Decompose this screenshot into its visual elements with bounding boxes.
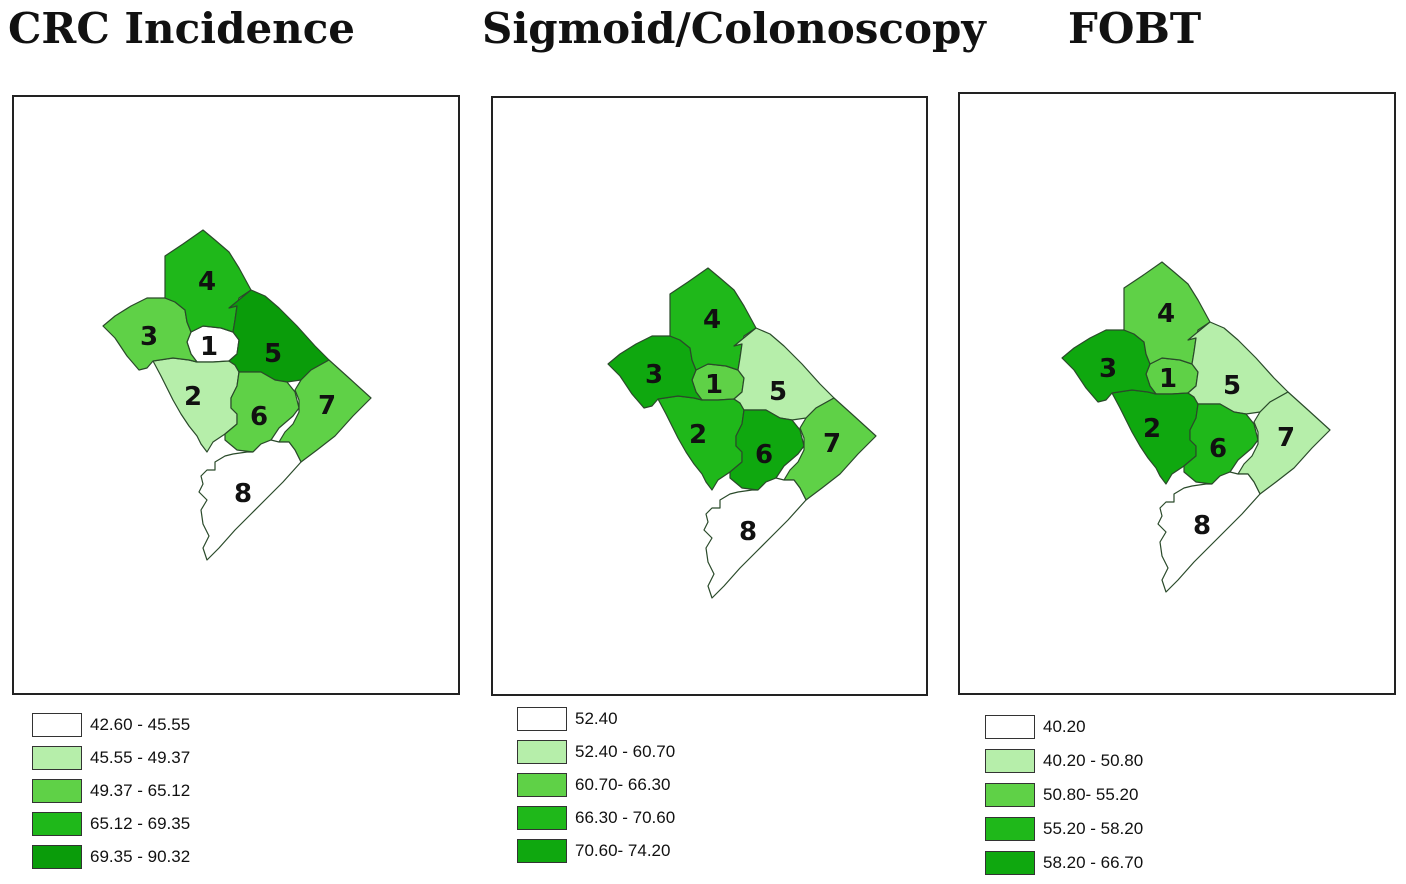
legend-label: 66.30 - 70.60 <box>575 808 676 827</box>
ward-7-label: 7 <box>318 391 336 421</box>
ward-1-label: 1 <box>1159 364 1177 394</box>
ward-2-label: 2 <box>689 420 707 450</box>
legend-swatch <box>517 773 567 797</box>
ward-6-label: 6 <box>250 402 268 432</box>
ward-3-label: 3 <box>645 360 663 390</box>
legend-swatch <box>985 851 1035 875</box>
ward-4-label: 4 <box>703 305 721 335</box>
panel-title-crc-incidence: CRC Incidence <box>8 4 356 53</box>
legend-label: 40.20 <box>1043 717 1086 736</box>
map-frame-crc-incidence <box>12 95 460 695</box>
legend-swatch <box>517 806 567 830</box>
legend-label: 55.20 - 58.20 <box>1043 819 1144 838</box>
legend-label: 70.60- 74.20 <box>575 841 671 860</box>
ward-5-label: 5 <box>769 377 787 407</box>
ward-7-label: 7 <box>1277 423 1295 453</box>
ward-1-label: 1 <box>705 370 723 400</box>
legend-swatch <box>517 707 567 731</box>
legend-label: 40.20 - 50.80 <box>1043 751 1144 770</box>
legend-label: 69.35 - 90.32 <box>90 847 191 866</box>
ward-4-label: 4 <box>198 267 216 297</box>
legend-swatch <box>32 812 82 836</box>
legend-label: 65.12 - 69.35 <box>90 814 191 833</box>
legend-label: 60.70- 66.30 <box>575 775 671 794</box>
ward-8-region <box>198 439 302 561</box>
legend-swatch <box>32 713 82 737</box>
legend-label: 45.55 - 49.37 <box>90 748 191 767</box>
legend-swatch <box>985 749 1035 773</box>
ward-3-label: 3 <box>140 322 158 352</box>
legend-swatch <box>32 746 82 770</box>
legend-swatch <box>985 817 1035 841</box>
legend-swatch <box>517 839 567 863</box>
legend-label: 52.40 <box>575 709 618 728</box>
ward-5-label: 5 <box>264 339 282 369</box>
legend-label: 58.20 - 66.70 <box>1043 853 1144 872</box>
ward-3-label: 3 <box>1099 354 1117 384</box>
ward-6-label: 6 <box>755 440 773 470</box>
ward-4-label: 4 <box>1157 299 1175 329</box>
ward-8-label: 8 <box>234 479 252 509</box>
panel-title-fobt: FOBT <box>1068 4 1202 53</box>
legend-swatch <box>985 783 1035 807</box>
legend-label: 49.37 - 65.12 <box>90 781 191 800</box>
ward-8-label: 8 <box>739 517 757 547</box>
ward-1-label: 1 <box>200 332 218 362</box>
legend-swatch <box>517 740 567 764</box>
ward-6-label: 6 <box>1209 434 1227 464</box>
legend-swatch <box>985 715 1035 739</box>
legend-swatch <box>32 845 82 869</box>
ward-7-label: 7 <box>823 429 841 459</box>
ward-8-region <box>703 477 807 599</box>
ward-8-region <box>1157 471 1261 593</box>
legend-swatch <box>32 779 82 803</box>
ward-2-label: 2 <box>184 382 202 412</box>
ward-5-label: 5 <box>1223 371 1241 401</box>
legend-label: 52.40 - 60.70 <box>575 742 676 761</box>
legend-label: 50.80- 55.20 <box>1043 785 1139 804</box>
legend-label: 42.60 - 45.55 <box>90 715 191 734</box>
ward-8-label: 8 <box>1193 511 1211 541</box>
panel-title-sigmoid-colonoscopy: Sigmoid/Colonoscopy <box>482 4 986 53</box>
ward-2-label: 2 <box>1143 414 1161 444</box>
